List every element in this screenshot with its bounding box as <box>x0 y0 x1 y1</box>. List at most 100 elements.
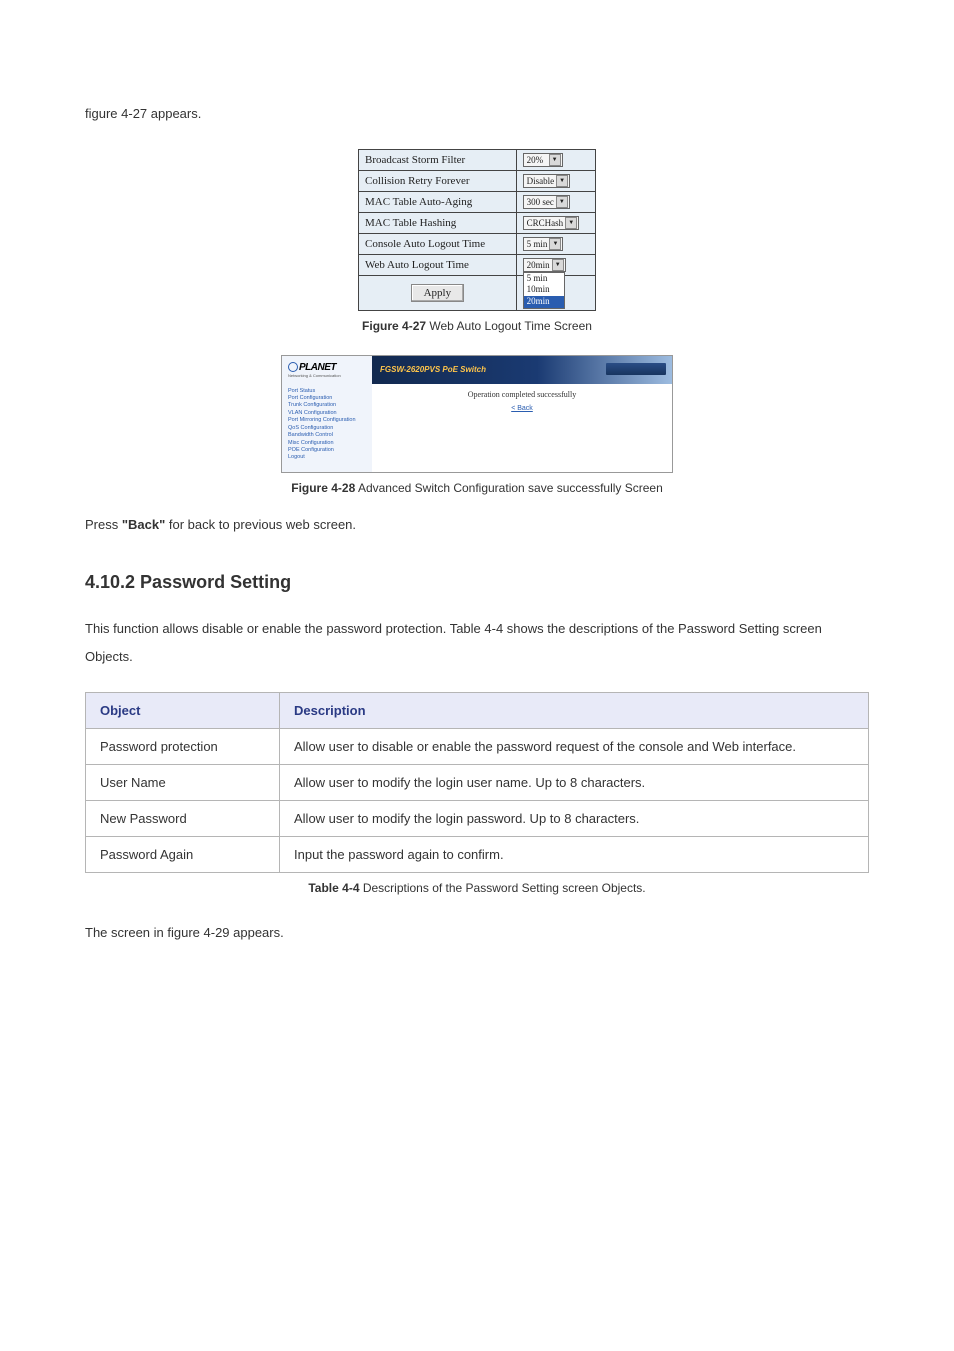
success-screenshot: PLANET Networking & Communication FGSW-2… <box>281 355 673 473</box>
cfg-value-cell: 20min ▼ 5 min 10min 20min <box>516 254 595 275</box>
cfg-apply-cell: Apply <box>359 275 517 310</box>
globe-icon <box>288 362 298 372</box>
ss2-body: Port Status Port Configuration Trunk Con… <box>282 384 672 472</box>
ss2-header: PLANET Networking & Communication FGSW-2… <box>282 356 672 384</box>
dropdown-option[interactable]: 10min <box>524 284 564 296</box>
cfg-label: Console Auto Logout Time <box>359 233 517 254</box>
table-row: Password Again Input the password again … <box>86 837 869 873</box>
config-row: Web Auto Logout Time 20min ▼ 5 min 10min… <box>359 254 596 275</box>
logo-subtitle: Networking & Communication <box>288 373 341 378</box>
figure-28-caption: Figure 4-28 Advanced Switch Configuratio… <box>85 481 869 495</box>
success-message: Operation completed successfully <box>380 390 664 399</box>
press-post: for back to previous web screen. <box>165 517 356 532</box>
config-row: MAC Table Auto-Aging 300 sec ▼ <box>359 191 596 212</box>
press-back-line: Press "Back" for back to previous web sc… <box>85 517 869 532</box>
th-object: Object <box>86 693 280 729</box>
figure-27-bold: Figure 4-27 <box>362 319 426 333</box>
cfg-label: Web Auto Logout Time <box>359 254 517 275</box>
sidebar-item[interactable]: VLAN Configuration <box>288 410 368 417</box>
sidebar-item[interactable]: Port Configuration <box>288 395 368 402</box>
dropdown-option[interactable]: 5 min <box>524 273 564 285</box>
dropdown-value: 300 sec <box>527 197 554 207</box>
table-row: New Password Allow user to modify the lo… <box>86 801 869 837</box>
sidebar-item[interactable]: Port Mirroring Configuration <box>288 417 368 424</box>
dropdown-value: CRCHash <box>527 218 564 228</box>
document-page: figure 4-27 appears. Broadcast Storm Fil… <box>0 0 954 1351</box>
config-row: MAC Table Hashing CRCHash ▼ <box>359 212 596 233</box>
cfg-label: MAC Table Hashing <box>359 212 517 233</box>
banner-title: FGSW-2620PVS PoE Switch <box>380 365 486 374</box>
sidebar-item[interactable]: POE Configuration <box>288 447 368 454</box>
dropdown-value: 5 min <box>527 239 548 249</box>
sidebar-item[interactable]: Misc Configuration <box>288 440 368 447</box>
cfg-value-cell: 5 min ▼ <box>516 233 595 254</box>
table-header-row: Object Description <box>86 693 869 729</box>
descriptions-table: Object Description Password protection A… <box>85 692 869 873</box>
cfg-value-cell: 20% ▼ <box>516 149 595 170</box>
td-object: Password protection <box>86 729 280 765</box>
apply-button[interactable]: Apply <box>411 284 465 302</box>
collision-retry-dropdown[interactable]: Disable ▼ <box>523 174 571 188</box>
figure-28-rest: Advanced Switch Configuration save succe… <box>355 481 663 495</box>
back-link[interactable]: < Back <box>511 405 533 412</box>
cfg-label: Broadcast Storm Filter <box>359 149 517 170</box>
ss2-sidebar: Port Status Port Configuration Trunk Con… <box>282 384 372 472</box>
chevron-down-icon: ▼ <box>549 238 561 250</box>
mac-aging-dropdown[interactable]: 300 sec ▼ <box>523 195 570 209</box>
td-object: New Password <box>86 801 280 837</box>
dropdown-option-selected[interactable]: 20min <box>524 296 564 308</box>
sidebar-item[interactable]: QoS Configuration <box>288 425 368 432</box>
cfg-label: Collision Retry Forever <box>359 170 517 191</box>
config-row: Console Auto Logout Time 5 min ▼ <box>359 233 596 254</box>
table-4-4-caption: Table 4-4 Descriptions of the Password S… <box>85 881 869 895</box>
cfg-value-cell: CRCHash ▼ <box>516 212 595 233</box>
console-logout-dropdown[interactable]: 5 min ▼ <box>523 237 564 251</box>
td-object: User Name <box>86 765 280 801</box>
cfg-label: MAC Table Auto-Aging <box>359 191 517 212</box>
table-caption-rest: Descriptions of the Password Setting scr… <box>360 881 646 895</box>
section-paragraph: This function allows disable or enable t… <box>85 615 869 672</box>
table-row: Password protection Allow user to disabl… <box>86 729 869 765</box>
planet-logo: PLANET Networking & Communication <box>282 356 372 384</box>
sidebar-item[interactable]: Trunk Configuration <box>288 402 368 409</box>
cfg-value-cell: Disable ▼ <box>516 170 595 191</box>
dropdown-value: 20% <box>527 155 544 165</box>
section-heading: 4.10.2 Password Setting <box>85 572 869 593</box>
td-desc: Allow user to modify the login user name… <box>280 765 869 801</box>
chevron-down-icon: ▼ <box>556 196 568 208</box>
broadcast-filter-dropdown[interactable]: 20% ▼ <box>523 153 563 167</box>
ss2-main: Operation completed successfully < Back <box>372 384 672 472</box>
th-description: Description <box>280 693 869 729</box>
td-desc: Allow user to modify the login password.… <box>280 801 869 837</box>
table-row: User Name Allow user to modify the login… <box>86 765 869 801</box>
mac-hashing-dropdown[interactable]: CRCHash ▼ <box>523 216 580 230</box>
sidebar-item[interactable]: Logout <box>288 454 368 461</box>
ss2-banner: FGSW-2620PVS PoE Switch <box>372 356 672 384</box>
cfg-value-cell: 300 sec ▼ <box>516 191 595 212</box>
chevron-down-icon: ▼ <box>556 175 568 187</box>
chevron-down-icon: ▼ <box>565 217 577 229</box>
td-object: Password Again <box>86 837 280 873</box>
figure-27-rest: Web Auto Logout Time Screen <box>426 319 592 333</box>
dropdown-value: Disable <box>527 176 555 186</box>
press-pre: Press <box>85 517 122 532</box>
config-table: Broadcast Storm Filter 20% ▼ Collision R… <box>358 149 596 311</box>
press-bold: "Back" <box>122 517 165 532</box>
td-desc: Input the password again to confirm. <box>280 837 869 873</box>
sidebar-item[interactable]: Bandwidth Control <box>288 432 368 439</box>
web-logout-options: 5 min 10min 20min <box>523 272 565 309</box>
table-caption-bold: Table 4-4 <box>308 881 359 895</box>
sidebar-item[interactable]: Port Status <box>288 388 368 395</box>
logo-label: PLANET <box>299 362 336 373</box>
web-logout-dropdown[interactable]: 20min ▼ <box>523 258 566 272</box>
dropdown-value: 20min <box>527 260 550 270</box>
figure-28-bold: Figure 4-28 <box>291 481 355 495</box>
device-image-icon <box>606 363 666 375</box>
figure-27-caption: Figure 4-27 Web Auto Logout Time Screen <box>85 319 869 333</box>
chevron-down-icon: ▼ <box>549 154 561 166</box>
config-row: Broadcast Storm Filter 20% ▼ <box>359 149 596 170</box>
closing-text: The screen in figure 4-29 appears. <box>85 919 869 948</box>
chevron-down-icon: ▼ <box>552 259 564 271</box>
config-row: Collision Retry Forever Disable ▼ <box>359 170 596 191</box>
intro-text: figure 4-27 appears. <box>85 100 869 129</box>
